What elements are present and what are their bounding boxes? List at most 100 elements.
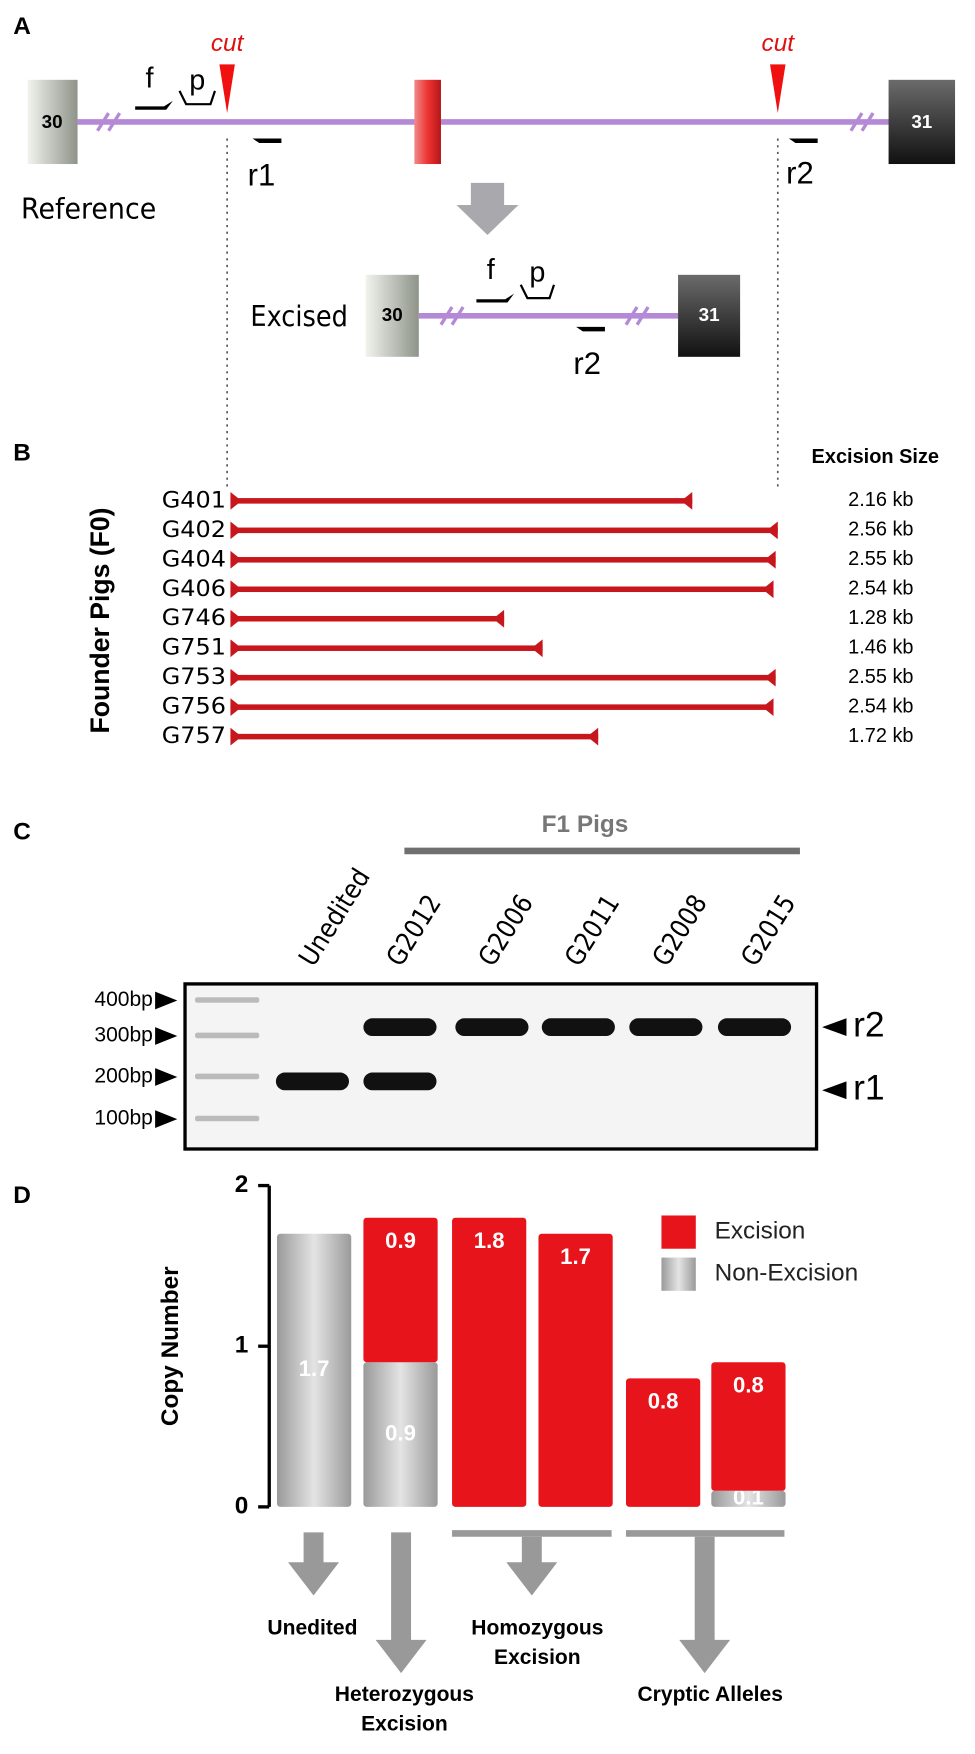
excision-bar: [230, 645, 543, 651]
value-label: 0.8: [733, 1373, 764, 1398]
down-arrow: [288, 1532, 340, 1596]
bar-segment: [538, 1233, 613, 1507]
probe: [519, 284, 556, 300]
y-tick-label: 2: [235, 1171, 249, 1198]
bar-segment: [625, 1378, 701, 1507]
band-label: r2: [853, 1004, 885, 1044]
size-label: 2.54 kb: [848, 578, 913, 600]
value-label: 1.7: [299, 1356, 330, 1381]
lane-label: G2011: [559, 889, 626, 971]
ladder-band: [195, 1073, 260, 1080]
value-label: 1.8: [474, 1228, 505, 1253]
reference-label: Reference: [21, 192, 156, 226]
exon-label: 30: [42, 111, 63, 132]
group-label: Heterozygous: [335, 1683, 474, 1706]
size-label: 2.54 kb: [848, 695, 913, 717]
ladder-label: 300bp: [94, 1024, 153, 1047]
group-label: Excision: [494, 1646, 581, 1669]
ladder-pointer: [155, 1110, 178, 1128]
excision-bar: [230, 586, 774, 593]
legend-swatch: [661, 1215, 696, 1249]
size-label: 2.55 kb: [848, 666, 913, 688]
primer-arrow: [476, 293, 515, 303]
exon-box: [27, 79, 78, 165]
y-tick-label: 0: [235, 1492, 249, 1519]
gel-band: [275, 1072, 350, 1091]
size-label: 1.72 kb: [848, 725, 913, 747]
group-label: Excision: [361, 1713, 448, 1736]
exon-box: [365, 274, 419, 357]
pig-label: G757: [162, 723, 226, 749]
pig-label: G753: [162, 664, 226, 690]
legend-label: Non-Excision: [715, 1260, 859, 1287]
ladder-pointer: [155, 1027, 178, 1045]
pig-label: G406: [162, 576, 226, 602]
primer-label: p: [529, 256, 545, 288]
panel-label: B: [13, 440, 31, 467]
value-label: 1.7: [560, 1244, 591, 1269]
panel-a: A cut cut 30 31 30 31 f p r1 r2 f p r2 R…: [13, 13, 956, 488]
probe: [178, 90, 216, 106]
size-label: 1.46 kb: [848, 636, 913, 658]
ladder-band: [195, 997, 260, 1003]
legend-label: Excision: [715, 1218, 806, 1245]
gel-band: [541, 1018, 615, 1036]
exon-box: [414, 79, 441, 165]
size-label: 2.55 kb: [848, 548, 913, 570]
ladder-label: 100bp: [94, 1107, 153, 1130]
down-arrow: [375, 1532, 427, 1674]
primer-label: r2: [786, 155, 814, 190]
ladder-pointer: [155, 1068, 178, 1086]
exon-label: 31: [911, 111, 932, 132]
exon-label: 30: [382, 304, 403, 325]
gel-band: [455, 1018, 529, 1036]
y-axis-label: Copy Number: [157, 1266, 184, 1426]
legend-swatch: [661, 1257, 696, 1291]
primer-label: r2: [573, 346, 601, 381]
ladder-label: 200bp: [94, 1065, 153, 1088]
break-mark: [439, 306, 650, 326]
gel-band: [363, 1018, 437, 1036]
cut-marker: [219, 64, 786, 114]
group-label: Cryptic Alleles: [637, 1683, 782, 1706]
group-label: Unedited: [267, 1616, 357, 1639]
excision-bar: [230, 498, 693, 504]
value-label: 0.9: [385, 1228, 416, 1253]
gel-band: [717, 1018, 792, 1036]
bar-segment: [711, 1490, 786, 1507]
pig-label: G401: [162, 487, 226, 513]
pig-label: G402: [162, 517, 226, 543]
y-axis-label: Founder Pigs (F0): [85, 508, 115, 734]
band-pointer: [822, 1081, 847, 1100]
excision-bar: [230, 527, 778, 534]
excision-bar: [230, 733, 599, 740]
bar-segment: [363, 1217, 438, 1363]
down-arrow: [456, 182, 519, 235]
lane-label: G2015: [735, 889, 802, 971]
gel-band: [363, 1072, 437, 1091]
gel: [183, 982, 819, 1151]
exon-label: 31: [699, 304, 720, 325]
pig-label: G746: [162, 605, 226, 631]
y-tick-label: 1: [235, 1332, 249, 1359]
pig-label: G404: [162, 546, 226, 572]
size-label: 1.28 kb: [848, 607, 913, 629]
down-arrow: [679, 1536, 731, 1674]
gel-band: [629, 1018, 703, 1036]
lane-label: Unedited: [293, 863, 377, 972]
primer-label: p: [189, 65, 205, 97]
cut-label: cut: [211, 30, 245, 57]
panel-label: A: [13, 13, 31, 40]
group-title: F1 Pigs: [542, 811, 629, 838]
excised-label: Excised: [250, 299, 348, 333]
bar-segment: [363, 1362, 438, 1507]
size-label: 2.56 kb: [848, 519, 913, 541]
break-mark: [96, 112, 875, 132]
excision-bar: [230, 674, 776, 681]
lane-label: G2006: [472, 889, 539, 971]
ladder-pointer: [155, 991, 178, 1010]
size-label: 2.16 kb: [848, 489, 913, 511]
primer-label: f: [146, 62, 155, 94]
bar-segment: [452, 1217, 527, 1507]
